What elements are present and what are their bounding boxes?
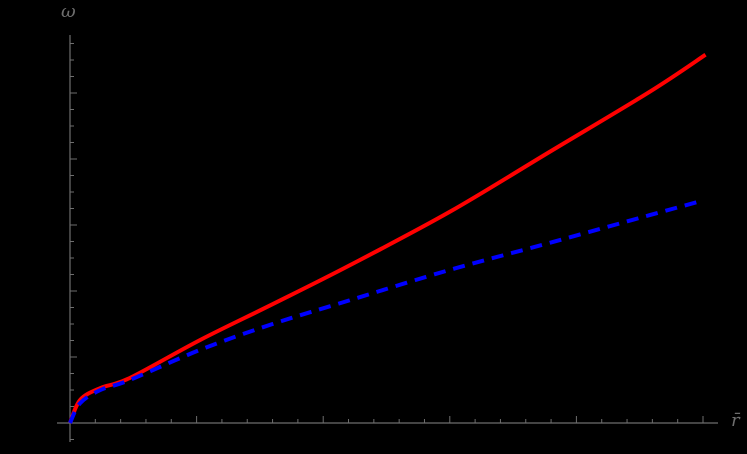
y-axis-label: ω	[61, 1, 76, 22]
axes	[57, 35, 718, 442]
red-solid-curve	[68, 53, 707, 424]
series-group	[68, 53, 707, 424]
blue-dashed-curve	[68, 199, 699, 424]
x-axis-label: r̄	[731, 410, 740, 431]
